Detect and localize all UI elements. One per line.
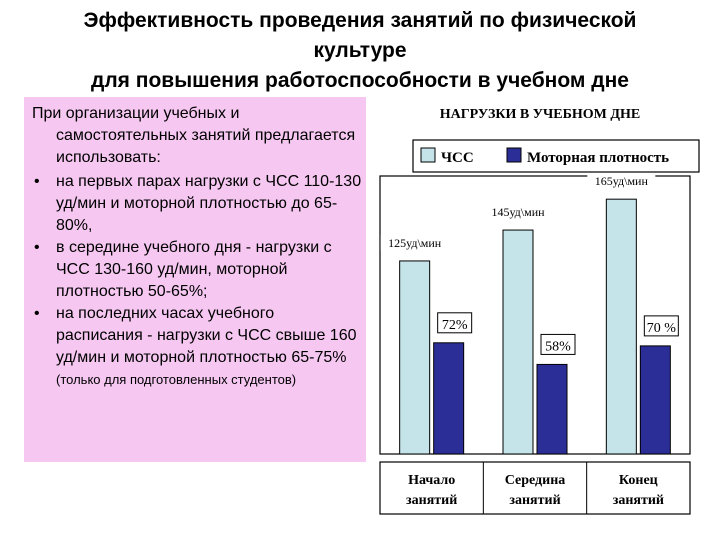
x-tick-label: Начало xyxy=(408,473,455,488)
bar-motor-density xyxy=(536,363,568,455)
bar-chss xyxy=(399,260,431,455)
x-tick-label: занятий xyxy=(406,493,457,508)
panel-intro: При организации учебных и самостоятельны… xyxy=(32,105,356,166)
bar-chss xyxy=(502,229,534,455)
x-tick-label: Конец xyxy=(619,473,658,488)
bullet-icon: • xyxy=(34,305,40,322)
page-title: Эффективность проведения занятий по физи… xyxy=(0,6,720,96)
x-tick-label: Середина xyxy=(505,473,566,488)
legend-swatch-chss xyxy=(420,147,436,163)
bullet-icon: • xyxy=(34,173,40,190)
title-line-2: культуре xyxy=(313,39,407,62)
legend-label-motor-density: Моторная плотность xyxy=(527,150,669,166)
data-label-box xyxy=(380,234,449,251)
bullet-icon: • xyxy=(34,239,40,256)
recommendations-list: • на первых парах нагрузки с ЧСС 110-130… xyxy=(32,171,362,391)
x-tick-label: занятий xyxy=(509,493,560,508)
data-label: 70 % xyxy=(647,321,677,336)
title-line-3: для повышения работоспособности в учебно… xyxy=(91,69,629,92)
x-tick-label: занятий xyxy=(613,493,664,508)
data-label-box xyxy=(540,333,576,355)
chart-title: НАГРУЗКИ В УЧЕБНОМ ДНЕ xyxy=(440,107,640,122)
list-item-text: на последних часах учебного расписания -… xyxy=(56,305,357,366)
plot-area xyxy=(379,175,691,455)
chart-legend xyxy=(412,139,700,173)
legend-swatch-motor-density xyxy=(506,147,522,163)
data-label-box xyxy=(587,173,656,190)
data-label-box xyxy=(643,315,679,337)
data-label: 58% xyxy=(545,339,571,354)
recommendations-panel: При организации учебных и самостоятельны… xyxy=(24,97,366,462)
list-item: • в середине учебного дня - нагрузки с Ч… xyxy=(32,237,362,303)
load-chart: НАГРУЗКИ В УЧЕБНОМ ДНЕ ЧСС Моторная плотно… xyxy=(379,107,700,515)
bar-motor-density xyxy=(433,342,465,455)
list-item: • на первых парах нагрузки с ЧСС 110-130… xyxy=(32,171,362,237)
title-line-1: Эффективность проведения занятий по физи… xyxy=(83,9,637,32)
bar-motor-density xyxy=(639,345,671,455)
list-item-note: (только для подготовленных студентов) xyxy=(56,372,297,387)
data-label: 145уд\мин xyxy=(491,205,545,219)
data-label: 165уд\мин xyxy=(595,174,649,188)
legend-label-chss: ЧСС xyxy=(441,150,474,166)
bar-chss xyxy=(605,198,637,455)
category-axis-box xyxy=(379,461,691,515)
data-label: 125уд\мин xyxy=(388,236,442,250)
list-item-text: на первых парах нагрузки с ЧСС 110-130 у… xyxy=(56,173,362,234)
data-label: 72% xyxy=(442,318,468,333)
data-label-box xyxy=(437,312,473,334)
data-label-box xyxy=(484,204,552,221)
list-item-text: в середине учебного дня - нагрузки с ЧСС… xyxy=(56,239,332,300)
list-item: • на последних часах учебного расписания… xyxy=(32,303,362,391)
